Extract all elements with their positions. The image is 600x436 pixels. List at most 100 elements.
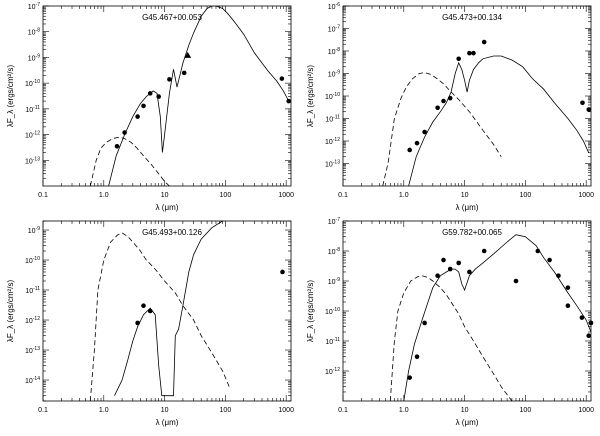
data-point xyxy=(414,354,420,359)
x-tick-label: 0.1 xyxy=(338,407,348,414)
model-sed-curve xyxy=(403,234,591,401)
x-tick-label: 1.0 xyxy=(399,407,409,414)
panel-title: G59.782+00.065 xyxy=(442,228,502,237)
data-point xyxy=(467,50,472,56)
data-point xyxy=(513,278,519,284)
x-tick-label: 10 xyxy=(161,192,169,199)
panel-title: G45.493+00.126 xyxy=(142,228,202,237)
data-point xyxy=(467,269,472,275)
x-tick-label: 100 xyxy=(220,192,232,199)
data-point xyxy=(422,320,427,326)
y-tick-label: 10-12 xyxy=(25,316,40,325)
data-point xyxy=(535,248,541,254)
y-tick-label: 10-9 xyxy=(328,277,340,286)
data-point xyxy=(407,375,412,380)
y-tick-label: 10-10 xyxy=(25,256,40,265)
data-point xyxy=(167,77,172,82)
y-tick-label: 10-11 xyxy=(325,337,340,346)
data-point xyxy=(181,70,187,76)
sed-panel: 0.1 1.0 10 100 1000 10-14 10-13 10-12 10-11 10-10… xyxy=(6,220,294,427)
y-tick-label: 10-10 xyxy=(25,79,40,88)
data-point xyxy=(280,269,285,275)
data-point xyxy=(556,273,561,279)
x-axis-label: λ (μm) xyxy=(156,418,179,427)
y-tick-label: 10-11 xyxy=(25,286,40,295)
data-point xyxy=(279,76,285,81)
y-tick-label: 10-9 xyxy=(28,53,40,62)
y-tick-label: 10-9 xyxy=(28,226,40,235)
data-point xyxy=(547,257,552,263)
sed-panel: 0.1 1.0 10 100 1000 10-13 10-12 10-11 10-10 10-9 1… xyxy=(6,2,294,212)
model-sed-curve xyxy=(108,6,290,186)
x-tick-label: 10 xyxy=(461,407,469,414)
data-point xyxy=(580,100,585,106)
data-point xyxy=(435,105,440,111)
model-sed-curve xyxy=(408,55,590,186)
y-axis-label: λF_λ (ergs/cm²/s) xyxy=(306,65,315,128)
photosphere-curve xyxy=(89,136,170,186)
y-tick-label: 10-13 xyxy=(325,160,340,169)
x-axis-label: λ (μm) xyxy=(156,203,179,212)
data-point xyxy=(588,320,594,326)
data-point xyxy=(414,140,420,146)
x-tick-label: 100 xyxy=(520,407,532,414)
data-point xyxy=(147,308,153,314)
plot-frame xyxy=(42,5,292,187)
y-tick-label: 10-13 xyxy=(25,156,40,165)
x-tick-label: 10 xyxy=(461,192,469,199)
y-tick-label: 10-7 xyxy=(28,2,40,11)
y-tick-label: 10-13 xyxy=(25,346,40,355)
data-point xyxy=(435,273,440,279)
y-tick-label: 10-7 xyxy=(328,25,340,34)
data-point xyxy=(481,248,487,254)
x-tick-label: 1000 xyxy=(278,192,294,199)
data-point xyxy=(141,103,146,109)
x-tick-label: 1.0 xyxy=(99,192,109,199)
y-tick-label: 10-9 xyxy=(328,70,340,79)
data-point xyxy=(579,315,585,320)
y-tick-label: 10-11 xyxy=(325,115,340,124)
y-tick-label: 10-12 xyxy=(325,137,340,146)
data-point xyxy=(456,260,462,266)
x-tick-label: 10 xyxy=(161,407,169,414)
x-tick-label: 1.0 xyxy=(99,407,109,414)
y-axis-label: λF_λ (ergs/cm²/s) xyxy=(6,280,15,343)
photosphere-curve xyxy=(89,232,231,401)
x-axis-label: λ (μm) xyxy=(456,418,479,427)
x-tick-label: 100 xyxy=(520,192,532,199)
panel-title: G45.467+00.053 xyxy=(142,13,202,22)
data-point xyxy=(565,285,571,290)
data-point xyxy=(286,98,292,104)
data-point xyxy=(481,39,487,45)
x-tick-label: 1000 xyxy=(578,407,594,414)
y-tick-label: 10-7 xyxy=(328,217,340,226)
y-tick-label: 10-10 xyxy=(325,307,340,316)
x-axis-label: λ (μm) xyxy=(456,203,479,212)
y-tick-label: 10-11 xyxy=(25,105,40,114)
data-point xyxy=(471,50,476,56)
photosphere-curve xyxy=(382,72,502,186)
data-point xyxy=(422,129,427,135)
plot-frame xyxy=(342,5,592,187)
y-axis-label: λF_λ (ergs/cm²/s) xyxy=(6,65,15,128)
y-tick-label: 10-8 xyxy=(28,28,40,37)
data-point xyxy=(456,56,462,62)
y-tick-label: 10-12 xyxy=(325,367,340,376)
y-tick-label: 10-8 xyxy=(328,247,340,256)
x-tick-label: 1000 xyxy=(578,192,594,199)
data-point xyxy=(586,107,592,112)
data-point xyxy=(441,257,446,263)
data-point xyxy=(441,98,446,104)
data-point xyxy=(586,333,592,339)
data-point xyxy=(447,266,453,272)
x-tick-label: 1.0 xyxy=(399,192,409,199)
y-tick-label: 10-8 xyxy=(328,47,340,56)
y-tick-label: 10-14 xyxy=(25,376,40,385)
y-tick-label: 10-6 xyxy=(328,2,340,11)
plot-frame xyxy=(42,220,292,402)
data-point xyxy=(407,147,412,153)
y-axis-label: λF_λ (ergs/cm²/s) xyxy=(306,280,315,343)
y-tick-label: 10-10 xyxy=(325,92,340,101)
